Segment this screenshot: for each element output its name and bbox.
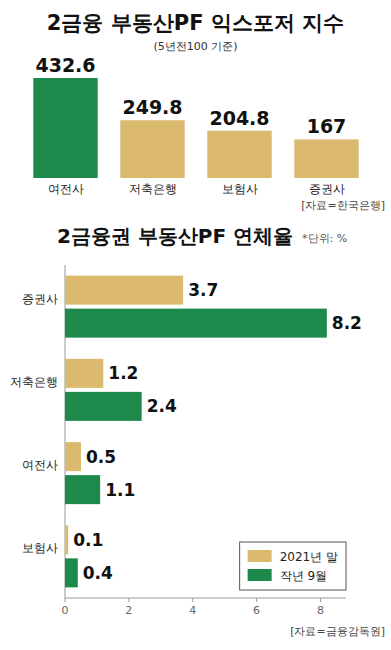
tick-label: 0 bbox=[62, 604, 69, 617]
legend-swatch bbox=[248, 569, 272, 581]
bar bbox=[65, 392, 142, 421]
tick-mark bbox=[320, 598, 321, 602]
chart-subtitle: *단위: % bbox=[302, 232, 347, 245]
bars bbox=[65, 276, 327, 588]
category-label: 저축은행 bbox=[129, 182, 177, 196]
chart-subtitle: (5년전100 기준) bbox=[153, 40, 237, 53]
source-note: [자료=한국은행] bbox=[301, 199, 385, 212]
bar bbox=[65, 525, 68, 554]
tick-mark bbox=[256, 598, 257, 602]
tick-mark bbox=[65, 598, 66, 602]
tick-mark bbox=[128, 598, 129, 602]
data-label: 8.2 bbox=[332, 313, 362, 333]
bar bbox=[120, 120, 184, 178]
data-label: 249.8 bbox=[122, 96, 182, 118]
bar bbox=[65, 309, 327, 338]
data-label: 2.4 bbox=[147, 396, 177, 416]
category-label: 여전사 bbox=[22, 458, 58, 472]
data-label: 0.5 bbox=[86, 447, 116, 467]
legend-box bbox=[240, 542, 346, 590]
legend-label: 2021년 말 bbox=[280, 550, 338, 564]
tick-label: 2 bbox=[125, 604, 132, 617]
bar bbox=[294, 139, 358, 178]
data-label: 3.7 bbox=[188, 280, 218, 300]
bar bbox=[65, 442, 81, 471]
chart-panel: 2금융권 부동산PF 연체율 *단위: % 0 2 4 6 8 3.7 8.2 증권사 1.2 2.4… bbox=[10, 224, 385, 638]
bars bbox=[33, 78, 358, 178]
data-label: 1.2 bbox=[108, 363, 138, 383]
chart-panel: 2금융 부동산PF 익스포저 지수 (5년전100 기준) 432.6 여전사 249.… bbox=[33, 11, 385, 212]
data-label: 1.1 bbox=[105, 480, 135, 500]
chart-title: 2금융권 부동산PF 연체율 bbox=[57, 224, 293, 248]
bar bbox=[65, 558, 78, 587]
tick-label: 6 bbox=[253, 604, 260, 617]
category-label: 보험사 bbox=[222, 182, 258, 196]
bar bbox=[65, 475, 100, 504]
bar bbox=[65, 276, 183, 305]
category-label: 증권사 bbox=[22, 292, 58, 306]
tick-label: 4 bbox=[189, 604, 196, 617]
data-label: 0.4 bbox=[83, 563, 113, 583]
tick-mark bbox=[192, 598, 193, 602]
data-label: 167 bbox=[307, 115, 347, 137]
data-label: 432.6 bbox=[35, 54, 95, 76]
chart-canvas: 2금융 부동산PF 익스포저 지수 (5년전100 기준) 432.6 여전사 249.… bbox=[0, 0, 391, 650]
bar bbox=[65, 359, 103, 388]
bar bbox=[33, 78, 97, 178]
data-label: 0.1 bbox=[73, 530, 103, 550]
legend-label: 작년 9월 bbox=[280, 569, 327, 583]
bar bbox=[207, 131, 271, 178]
chart-title: 2금융 부동산PF 익스포저 지수 bbox=[47, 11, 344, 35]
tick-label: 8 bbox=[317, 604, 324, 617]
category-label: 보험사 bbox=[22, 541, 58, 555]
category-label: 여전사 bbox=[48, 182, 84, 196]
category-label: 저축은행 bbox=[10, 375, 58, 389]
legend: 2021년 말작년 9월 bbox=[240, 542, 346, 590]
x-axis-line bbox=[65, 598, 346, 599]
data-label: 204.8 bbox=[209, 107, 269, 129]
category-label: 증권사 bbox=[309, 182, 345, 196]
source-note: [자료=금융감독원] bbox=[290, 625, 385, 638]
legend-swatch bbox=[248, 550, 272, 562]
